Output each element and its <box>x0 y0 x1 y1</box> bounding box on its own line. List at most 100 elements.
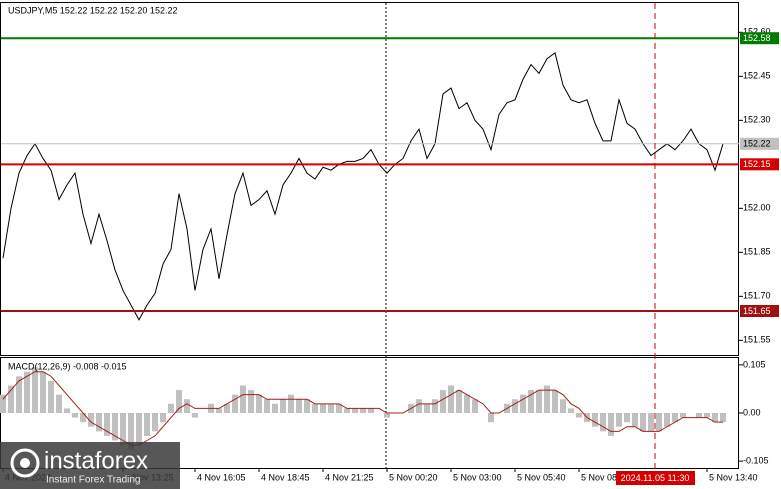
macd-bar <box>600 413 606 432</box>
macd-bar <box>720 413 726 423</box>
macd-bar <box>288 394 294 413</box>
macd-bar <box>224 403 230 413</box>
level-label-box <box>740 32 779 45</box>
macd-bar <box>352 408 358 413</box>
y-tick-label: -0.105 <box>743 456 769 466</box>
macd-bar <box>568 408 574 413</box>
x-tick-label: 5 Nov 05:40 <box>517 472 566 482</box>
macd-bar <box>192 413 198 418</box>
macd-bar <box>240 385 246 413</box>
macd-bar <box>656 413 662 432</box>
macd-bar <box>280 399 286 413</box>
macd-bar <box>672 413 678 423</box>
macd-bar <box>608 413 614 436</box>
macd-bar <box>544 385 550 413</box>
macd-bar <box>456 390 462 413</box>
macd-bar <box>520 394 526 413</box>
macd-bar <box>624 413 630 423</box>
macd-bar <box>120 413 126 446</box>
macd-bar <box>512 399 518 413</box>
macd-bar <box>432 399 438 413</box>
macd-bar <box>80 413 86 423</box>
macd-bar <box>448 385 454 413</box>
macd-bar <box>552 390 558 413</box>
macd-bar <box>712 413 718 423</box>
macd-bar <box>384 413 390 418</box>
macd-bar <box>32 367 38 413</box>
macd-bar <box>576 413 582 418</box>
x-tick-label: 5 Nov 08:20 <box>581 472 630 482</box>
x-tick-label: 4 Nov 18:45 <box>261 472 310 482</box>
macd-bar <box>16 376 22 413</box>
macd-bar <box>696 413 702 418</box>
y-tick-label: 0.105 <box>743 359 766 369</box>
y-tick-label: 152.00 <box>743 203 771 213</box>
plot-layer: 151.55 151.70 151.85 152.00 152.30 152.45 152.… <box>0 27 779 482</box>
y-tick-label: 152.30 <box>743 115 771 125</box>
macd-bar <box>176 390 182 413</box>
y-tick-label: 151.70 <box>743 291 771 301</box>
macd-bar <box>560 399 566 413</box>
macd-bar <box>64 408 70 413</box>
macd-bar <box>648 413 654 432</box>
macd-bar <box>104 413 110 436</box>
macd-bar <box>48 380 54 413</box>
macd-bar <box>440 390 446 413</box>
macd-bar <box>592 413 598 427</box>
macd-bar <box>336 403 342 413</box>
macd-bar <box>528 390 534 413</box>
macd-bar <box>56 394 62 413</box>
x-tick-label: 4 Nov 16:05 <box>197 472 246 482</box>
macd-bar <box>632 413 638 427</box>
cursor-label: 2024.11.05 11:30 <box>621 473 690 483</box>
macd-bar <box>296 399 302 413</box>
macd-bar <box>248 390 254 413</box>
watermark-logo-core <box>20 458 30 468</box>
macd-bar <box>184 399 190 413</box>
macd-bar <box>112 413 118 441</box>
macd-bar <box>24 371 30 413</box>
watermark: instaforex Instant Forex Trading <box>0 442 180 489</box>
x-tick-label: 5 Nov 00:20 <box>389 472 438 482</box>
macd-bar <box>488 413 494 423</box>
level-label: 152.15 <box>743 159 771 169</box>
macd-bar <box>312 403 318 413</box>
cursor-label-box <box>616 471 695 485</box>
y-tick-label: 0.00 <box>743 407 761 417</box>
level-label-box <box>740 137 779 150</box>
macd-bar <box>136 413 142 446</box>
level-label-box <box>740 305 779 317</box>
macd-bar <box>704 413 710 418</box>
x-tick-label: 5 Nov 03:00 <box>453 472 502 482</box>
macd-bar <box>616 413 622 427</box>
macd-bar <box>360 408 366 413</box>
macd-bar <box>664 413 670 427</box>
macd-bar <box>472 399 478 413</box>
macd-bar <box>0 394 6 413</box>
level-label: 151.65 <box>743 306 771 316</box>
macd-bar <box>88 413 94 427</box>
macd-title: MACD(12,26,9) -0.008 -0.015 <box>8 361 127 371</box>
y-tick-label: 151.55 <box>743 335 771 345</box>
macd-bar <box>264 399 270 413</box>
macd-bar <box>536 390 542 413</box>
watermark-logo <box>10 448 40 478</box>
macd-bar <box>144 413 150 436</box>
macd-bar <box>8 385 14 413</box>
macd-bar <box>344 408 350 413</box>
macd-bar <box>256 394 262 413</box>
x-tick-label: 5 Nov 13:40 <box>709 472 758 482</box>
level-label-box <box>740 158 779 171</box>
level-label: 152.58 <box>743 33 771 43</box>
macd-bar <box>152 413 158 432</box>
macd-bar <box>304 399 310 413</box>
macd-bar <box>72 413 78 418</box>
macd-bar <box>96 413 102 432</box>
macd-bar <box>160 413 166 423</box>
macd-bar <box>416 399 422 413</box>
signal-line <box>2 371 723 446</box>
macd-bar <box>216 408 222 413</box>
x-tick-label: 4 Nov 21:25 <box>325 472 374 482</box>
macd-bar <box>168 403 174 413</box>
